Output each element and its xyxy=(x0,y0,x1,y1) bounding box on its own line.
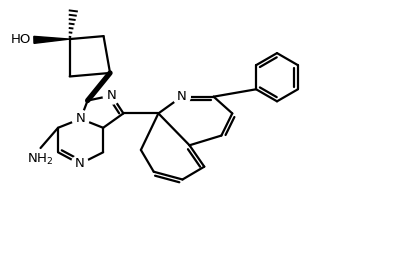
Polygon shape xyxy=(34,36,69,43)
Text: NH$_2$: NH$_2$ xyxy=(27,152,54,167)
Text: HO: HO xyxy=(11,33,31,46)
Circle shape xyxy=(71,155,88,172)
Circle shape xyxy=(72,110,89,127)
Text: N: N xyxy=(176,90,186,103)
Text: N: N xyxy=(107,89,116,102)
Circle shape xyxy=(173,88,190,105)
Text: N: N xyxy=(76,112,85,125)
Circle shape xyxy=(103,87,120,104)
Text: N: N xyxy=(75,158,85,170)
